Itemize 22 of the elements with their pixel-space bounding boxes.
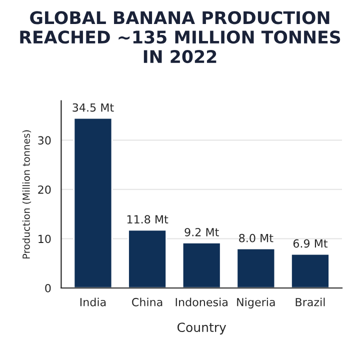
x-tick-label: Nigeria xyxy=(237,298,275,308)
y-tick-label: 10 xyxy=(38,234,51,244)
data-label: 9.2 Mt xyxy=(184,228,219,236)
data-label: 11.8 Mt xyxy=(127,215,168,224)
data-label: 8.0 Mt xyxy=(239,234,274,242)
bar xyxy=(290,253,330,288)
chart-title: GLOBAL BANANA PRODUCTION REACHED ~135 MILLION TONNES IN 2022 xyxy=(20,11,340,64)
y-tick-label: 0 xyxy=(45,284,51,292)
y-axis-title: Production (Million tonnes) xyxy=(22,130,32,258)
bar xyxy=(128,229,167,288)
bar xyxy=(182,242,222,288)
bar xyxy=(73,117,113,288)
data-label: 34.5 Mt xyxy=(72,103,114,112)
data-label: 6.9 Mt xyxy=(293,239,328,248)
y-tick-label: 20 xyxy=(38,185,51,194)
x-axis-title: Country xyxy=(177,322,226,334)
x-tick-label: Brazil xyxy=(296,298,325,306)
x-tick-label: China xyxy=(132,298,162,306)
x-tick-label: Indonesia xyxy=(176,298,228,306)
bar xyxy=(236,248,276,288)
x-tick-label: India xyxy=(80,298,106,306)
y-tick-label: 30 xyxy=(38,136,51,145)
